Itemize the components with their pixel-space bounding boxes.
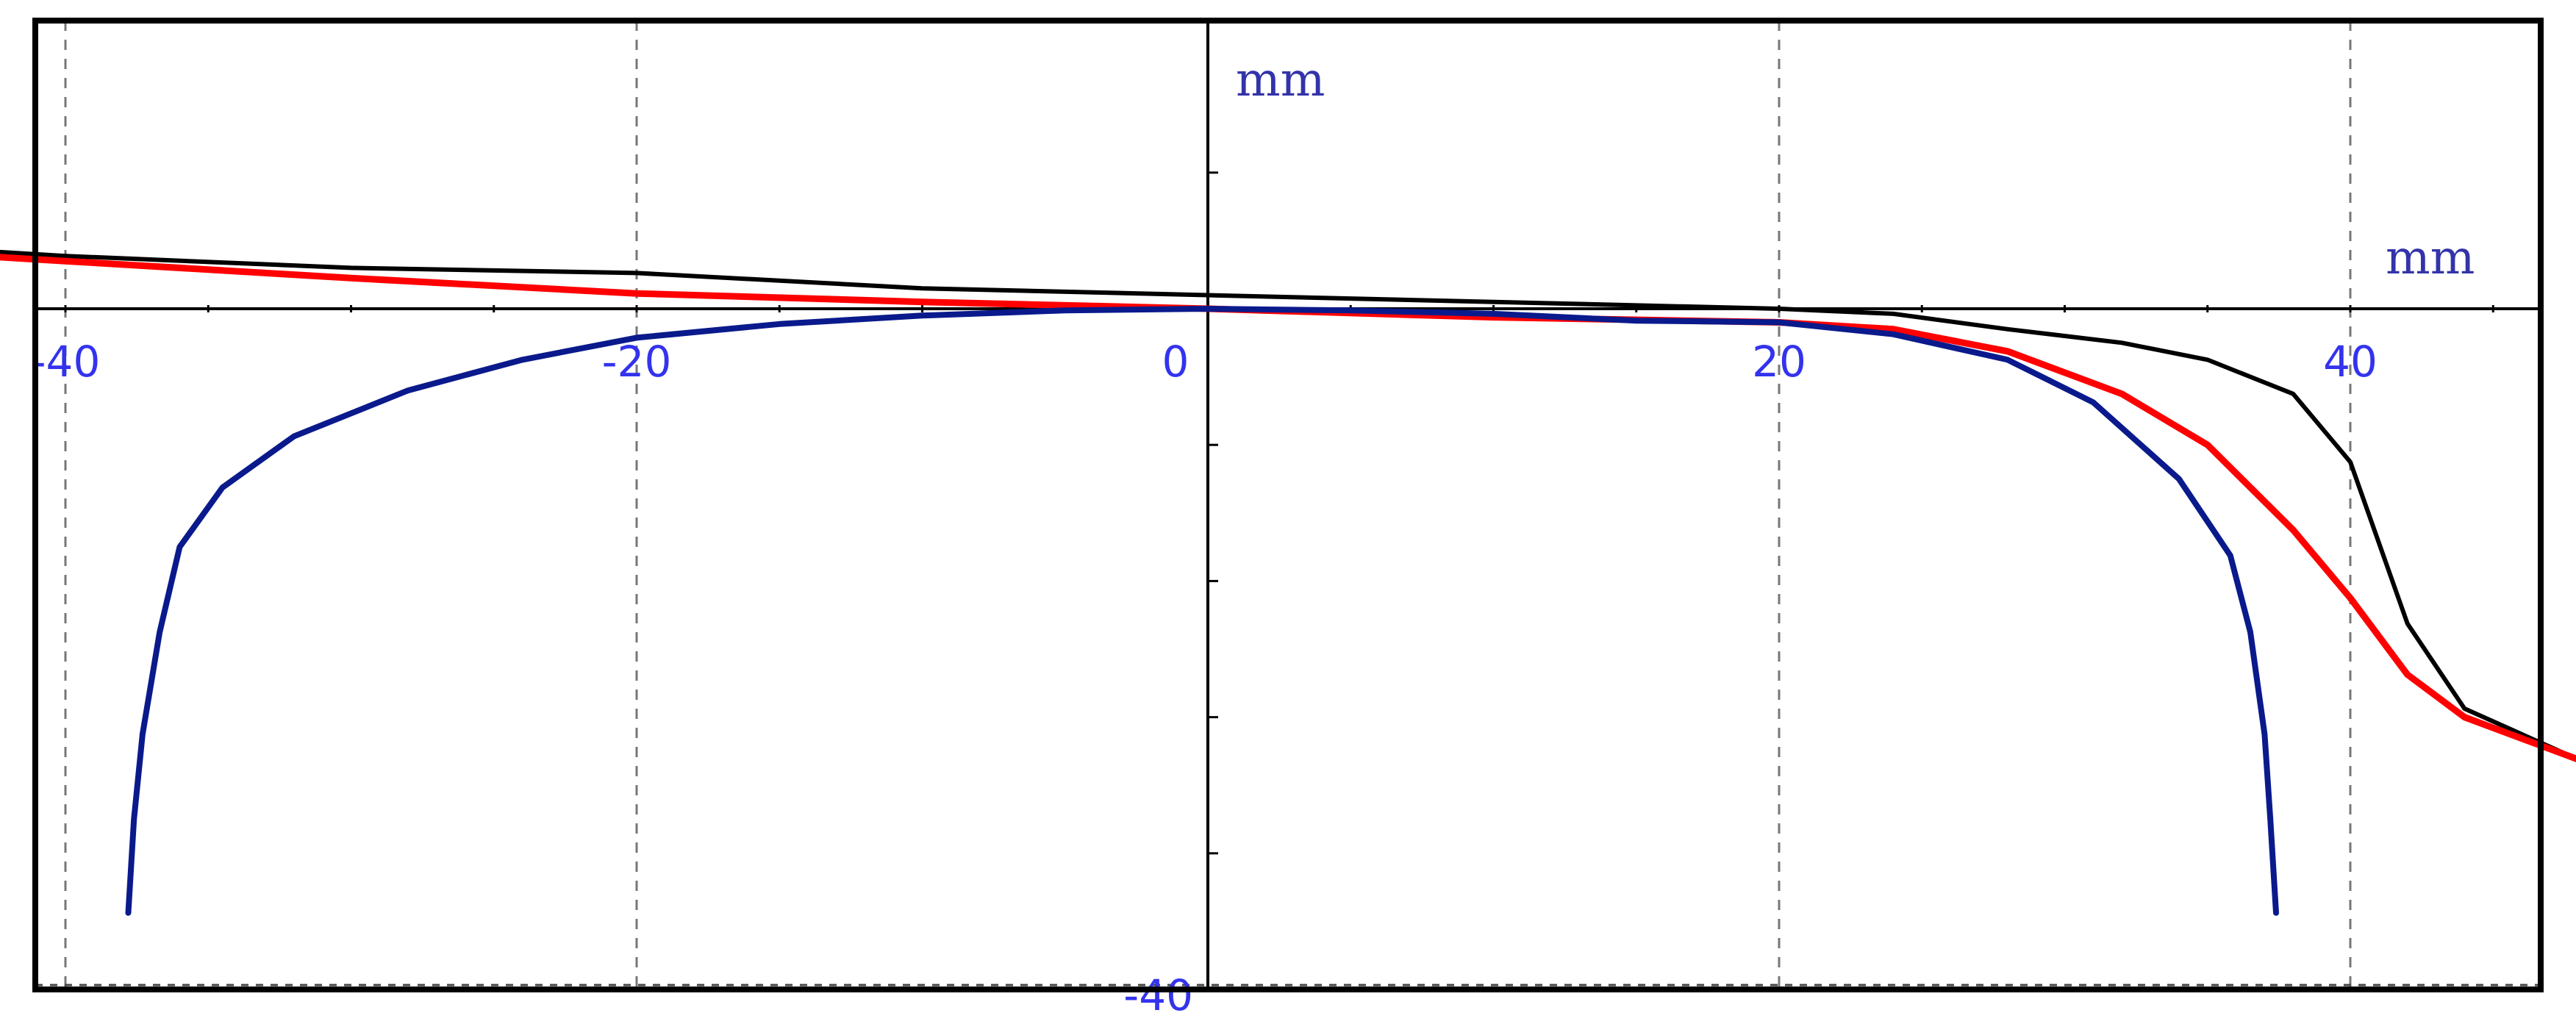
x-tick-label: 20	[1752, 337, 1806, 387]
series-line-red	[0, 254, 2576, 762]
plot-frame	[32, 18, 2544, 992]
grid-layer	[35, 21, 2541, 989]
x-tick-label: 0	[1162, 337, 1189, 387]
series-layer	[0, 249, 2576, 916]
x-axis-unit-label: mm	[2386, 231, 2475, 285]
series-line-blue	[125, 306, 2279, 916]
y-axis-unit-label: mm	[1236, 53, 1325, 107]
x-tick-label: 40	[2323, 337, 2378, 387]
x-tick-label: -40	[31, 337, 101, 387]
series-line-black	[0, 249, 2576, 762]
x-tick-label: -20	[602, 337, 672, 387]
y-tick-label: -40	[1123, 970, 1193, 1020]
